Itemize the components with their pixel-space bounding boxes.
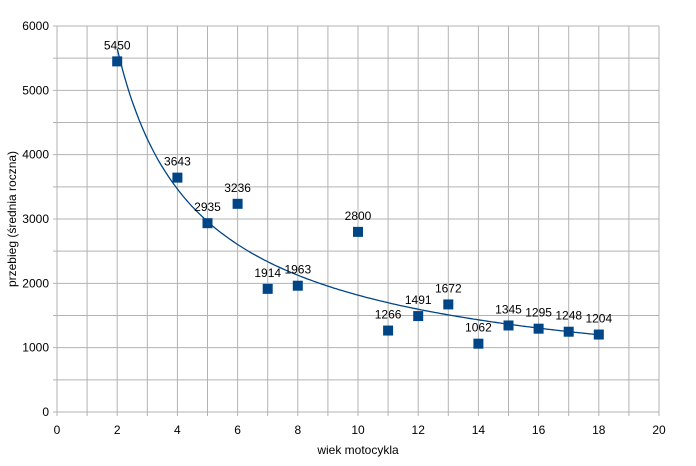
y-tick-label: 5000	[22, 83, 49, 97]
x-tick-label: 14	[472, 423, 486, 437]
data-point	[473, 338, 484, 349]
data-label: 3236	[224, 181, 251, 195]
data-point	[533, 323, 544, 334]
data-label: 1248	[555, 309, 582, 323]
data-point	[383, 325, 394, 336]
data-label: 5450	[104, 38, 131, 52]
data-label: 1914	[254, 266, 281, 280]
x-tick-label: 2	[114, 423, 121, 437]
data-label: 2935	[194, 200, 221, 214]
data-points	[112, 56, 604, 349]
x-tick-label: 20	[652, 423, 666, 437]
x-axis-label: wiek motocykla	[316, 443, 399, 457]
data-label: 1672	[435, 281, 462, 295]
x-tick-label: 10	[351, 423, 365, 437]
data-point	[563, 326, 574, 337]
data-label: 3643	[164, 155, 191, 169]
x-tick-label: 16	[532, 423, 546, 437]
data-label: 1345	[495, 302, 522, 316]
x-tick-label: 12	[412, 423, 426, 437]
data-point	[112, 56, 123, 67]
data-label: 1491	[405, 293, 432, 307]
data-point	[593, 329, 604, 340]
data-point	[503, 320, 514, 331]
data-label: 1266	[375, 308, 402, 322]
data-point	[202, 218, 213, 229]
data-label: 2800	[345, 209, 372, 223]
data-label: 1062	[465, 321, 492, 335]
data-point	[413, 311, 424, 322]
y-tick-label: 1000	[22, 341, 49, 355]
data-label: 1204	[585, 312, 612, 326]
data-point	[353, 226, 363, 237]
grid	[53, 25, 660, 416]
y-tick-label: 2000	[22, 276, 49, 290]
y-axis-ticks: 0 1000 2000 3000 4000 5000 6000	[22, 19, 49, 419]
data-point	[232, 198, 243, 209]
trendline	[116, 48, 599, 336]
y-tick-label: 6000	[22, 19, 49, 33]
data-point	[262, 283, 273, 294]
x-tick-label: 8	[294, 423, 301, 437]
y-tick-label: 4000	[22, 148, 49, 162]
x-tick-label: 0	[54, 423, 61, 437]
x-tick-label: 4	[174, 423, 181, 437]
data-point	[443, 299, 454, 310]
y-tick-label: 3000	[22, 212, 49, 226]
data-point	[292, 280, 303, 291]
x-axis-ticks: 0 2 4 6 8 10 12 14 16 18 20	[54, 423, 666, 437]
data-point	[172, 172, 183, 183]
data-label: 1963	[284, 263, 311, 277]
y-tick-label: 0	[42, 405, 49, 419]
x-tick-label: 18	[592, 423, 606, 437]
y-axis-label: przebieg (średnia roczna)	[5, 151, 19, 287]
x-tick-label: 6	[234, 423, 241, 437]
data-label: 1295	[525, 306, 552, 320]
